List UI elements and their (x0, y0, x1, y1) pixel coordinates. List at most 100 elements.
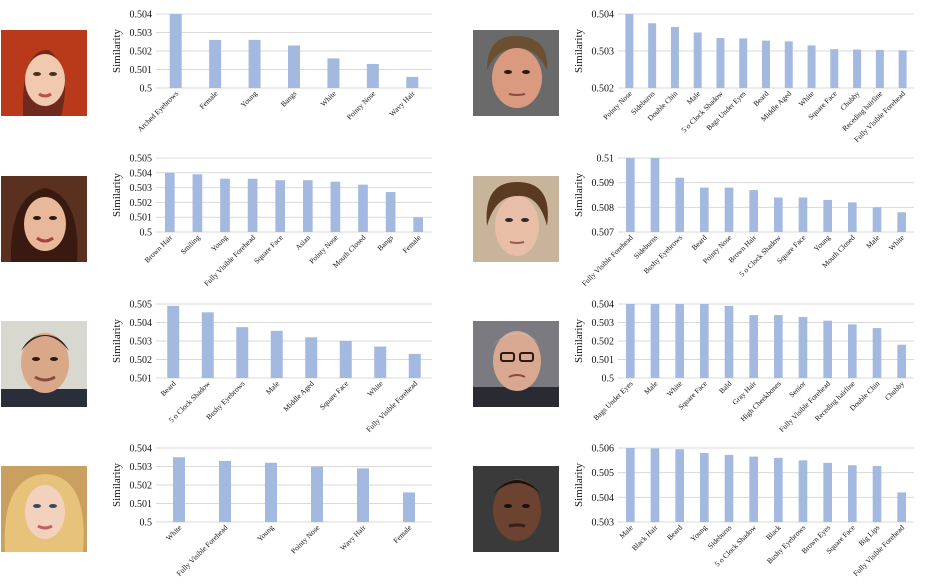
bar (798, 316, 808, 378)
y-tick-label: 0.503 (592, 518, 615, 529)
face-photo-3 (1, 176, 87, 262)
y-axis-label: Similarity (573, 463, 585, 508)
face-photo-6 (473, 321, 559, 407)
y-tick-label: 0.503 (130, 28, 153, 39)
x-tick-label: White (797, 89, 817, 109)
bar (270, 330, 283, 378)
bar (784, 41, 793, 88)
y-tick-label: 0.503 (592, 318, 615, 329)
x-tick-label: Senior (787, 379, 808, 400)
bar (897, 492, 906, 522)
bar (774, 197, 783, 232)
bar (774, 315, 783, 378)
y-tick-label: 0.501 (130, 499, 153, 510)
x-tick-label: Male (264, 379, 282, 397)
bar (201, 312, 214, 378)
y-tick-label: 0.503 (592, 47, 615, 58)
x-tick-label: Asian (293, 233, 312, 252)
bar (675, 304, 684, 378)
x-tick-label: Young (239, 89, 259, 109)
x-tick-label: Male (864, 233, 882, 251)
y-tick-label: 0.51 (597, 154, 615, 165)
bar (406, 76, 419, 88)
x-tick-label: Bags Under Eyes (592, 379, 635, 422)
x-tick-label: Beard (690, 233, 709, 252)
y-axis-label: Similarity (111, 319, 123, 364)
x-tick-label: Chubby (883, 379, 906, 402)
bar (330, 181, 341, 232)
bar (311, 466, 323, 522)
bar (408, 353, 421, 378)
bar (848, 324, 857, 378)
x-tick-label: Young (209, 233, 229, 253)
face-photo-5 (1, 321, 87, 407)
bar (265, 462, 277, 522)
y-tick-label: 0.509 (592, 178, 615, 189)
bar (670, 26, 679, 88)
bar (724, 187, 734, 232)
bar (650, 158, 660, 232)
bar (693, 32, 702, 88)
bar (650, 304, 660, 378)
bar (830, 49, 839, 88)
bar (898, 50, 907, 88)
bar (872, 328, 882, 378)
x-tick-label: Square Face (252, 233, 285, 266)
bar (749, 456, 758, 522)
bar (823, 199, 832, 232)
y-tick-label: 0.503 (130, 462, 153, 473)
y-tick-label: 0.504 (592, 10, 615, 21)
bar (823, 462, 832, 522)
bar (798, 460, 808, 522)
face-photo-2 (473, 30, 559, 116)
y-axis-label: Similarity (573, 319, 585, 364)
bar (288, 45, 300, 88)
bar (357, 468, 369, 522)
y-axis-label: Similarity (111, 463, 123, 508)
x-tick-label: Female (401, 233, 423, 255)
y-tick-label: 0.505 (130, 154, 153, 165)
y-tick-label: 0.505 (592, 468, 615, 479)
face-photo-7 (1, 466, 87, 552)
bar (762, 40, 770, 88)
y-tick-label: 0.501 (592, 355, 615, 366)
bar (626, 448, 635, 522)
bar-chart-8: Similarity 0.503 0.504 0.505 0.506 MaleBlack … (573, 444, 914, 578)
bar (366, 63, 379, 88)
y-tick-label: 0.5 (140, 518, 153, 529)
bar (302, 180, 313, 232)
x-tick-label: Female (198, 89, 220, 111)
bar (774, 457, 783, 522)
y-tick-label: 0.503 (130, 337, 153, 348)
y-tick-label: 0.504 (130, 318, 153, 329)
bar (853, 49, 862, 88)
x-tick-label: Male (642, 379, 660, 397)
y-tick-label: 0.5 (602, 374, 615, 385)
bar (648, 23, 657, 88)
x-tick-label: Young (255, 523, 275, 543)
bar (358, 184, 368, 232)
x-tick-label: Black Hair (630, 523, 660, 553)
bar (875, 49, 884, 88)
x-tick-label: Fully Visible Forehead (175, 523, 230, 578)
bar (164, 172, 175, 232)
x-tick-label: White (665, 379, 685, 399)
bar-chart-1: Similarity 0.5 0.501 0.502 0.503 0.504 Arched … (111, 10, 432, 134)
bar-chart-6: Similarity 0.5 0.501 0.502 0.503 0.504 Bags Un… (573, 300, 914, 434)
y-tick-label: 0.505 (130, 300, 153, 311)
y-tick-label: 0.5 (140, 228, 153, 239)
bar (339, 341, 352, 378)
y-tick-label: 0.504 (130, 444, 153, 455)
x-tick-label: Bald (717, 379, 734, 396)
bar (650, 448, 660, 522)
y-tick-label: 0.502 (130, 47, 153, 58)
bar (385, 192, 396, 232)
x-tick-label: White (164, 523, 184, 543)
bar (749, 315, 758, 378)
bar (305, 337, 318, 378)
x-tick-label: Male (685, 89, 703, 107)
x-tick-label: White (319, 89, 339, 109)
bar (275, 180, 286, 232)
y-tick-label: 0.504 (592, 300, 615, 311)
y-tick-label: 0.502 (130, 198, 153, 209)
